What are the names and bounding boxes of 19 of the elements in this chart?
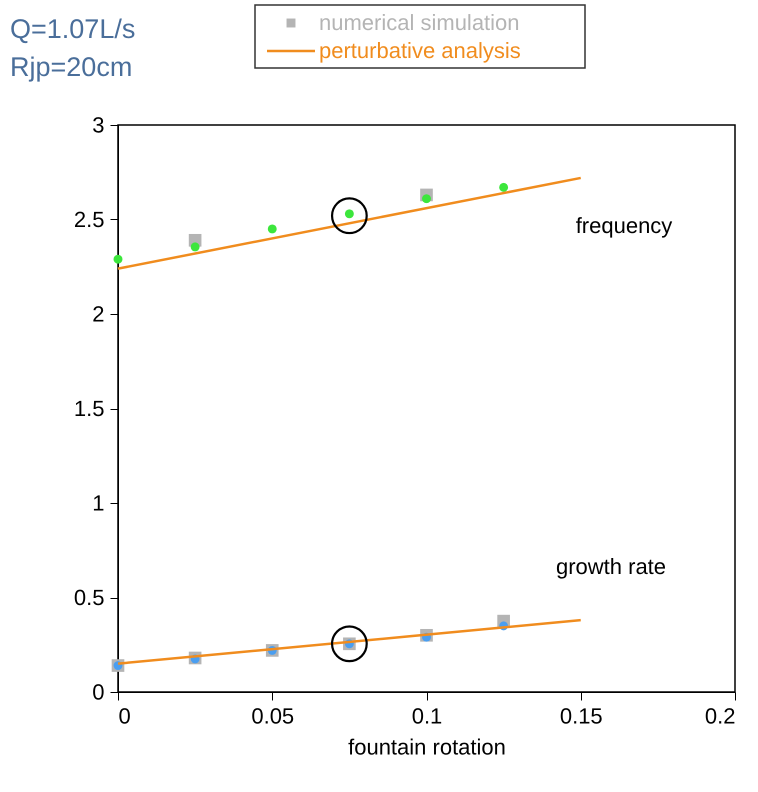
y-tick-label: 3 <box>92 112 104 138</box>
y-tick-label: 1 <box>92 490 104 516</box>
y-tick-label: 0.5 <box>74 585 104 610</box>
y-tick-label: 2.5 <box>74 207 104 232</box>
text: Q=1.07L/s <box>10 14 136 44</box>
annotation: frequency <box>576 213 672 238</box>
x-tick-label: 0.1 <box>412 704 442 728</box>
legend-label: perturbative analysis <box>319 38 521 63</box>
x-axis-title: fountain rotation <box>348 734 506 760</box>
annotation: growth rate <box>556 554 666 579</box>
x-tick-label: 0.15 <box>560 704 603 728</box>
y-tick-label: 1.5 <box>74 396 104 421</box>
x-tick-label: 0.05 <box>251 704 294 728</box>
x-tick-label: 0 <box>118 704 131 728</box>
y-tick-label: 0 <box>92 680 104 704</box>
x-tick-label: 0.2 <box>704 704 736 728</box>
y-tick-label: 2 <box>92 302 104 326</box>
legend-label: numerical simulation <box>319 10 520 35</box>
text: Rjp=20cm <box>10 52 132 82</box>
